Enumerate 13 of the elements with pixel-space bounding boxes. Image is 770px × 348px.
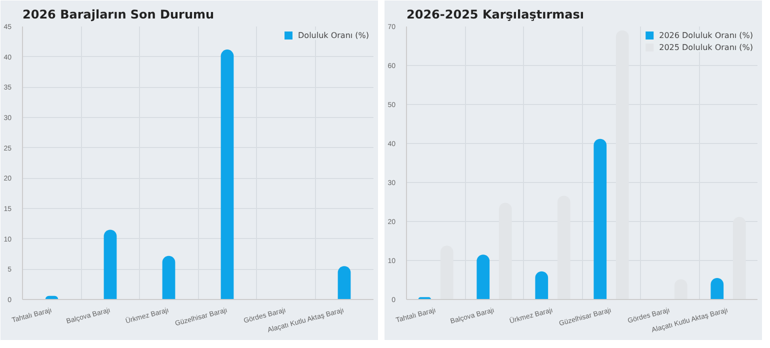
bar xyxy=(594,138,607,300)
legend-label: Doluluk Oranı (%) xyxy=(298,30,369,40)
chart-title: 2026 Barajların Son Durumu xyxy=(22,8,214,22)
legend-label: 2025 Doluluk Oranı (%) xyxy=(659,42,753,52)
bar xyxy=(338,266,351,300)
bar xyxy=(535,271,548,300)
bar xyxy=(476,254,490,300)
bar xyxy=(710,278,724,300)
bar xyxy=(220,50,234,300)
bar xyxy=(162,256,176,300)
chart-title: 2026-2025 Karşılaştırması xyxy=(406,8,584,22)
bar xyxy=(104,230,117,300)
legend-label: 2026 Doluluk Oranı (%) xyxy=(659,30,753,40)
